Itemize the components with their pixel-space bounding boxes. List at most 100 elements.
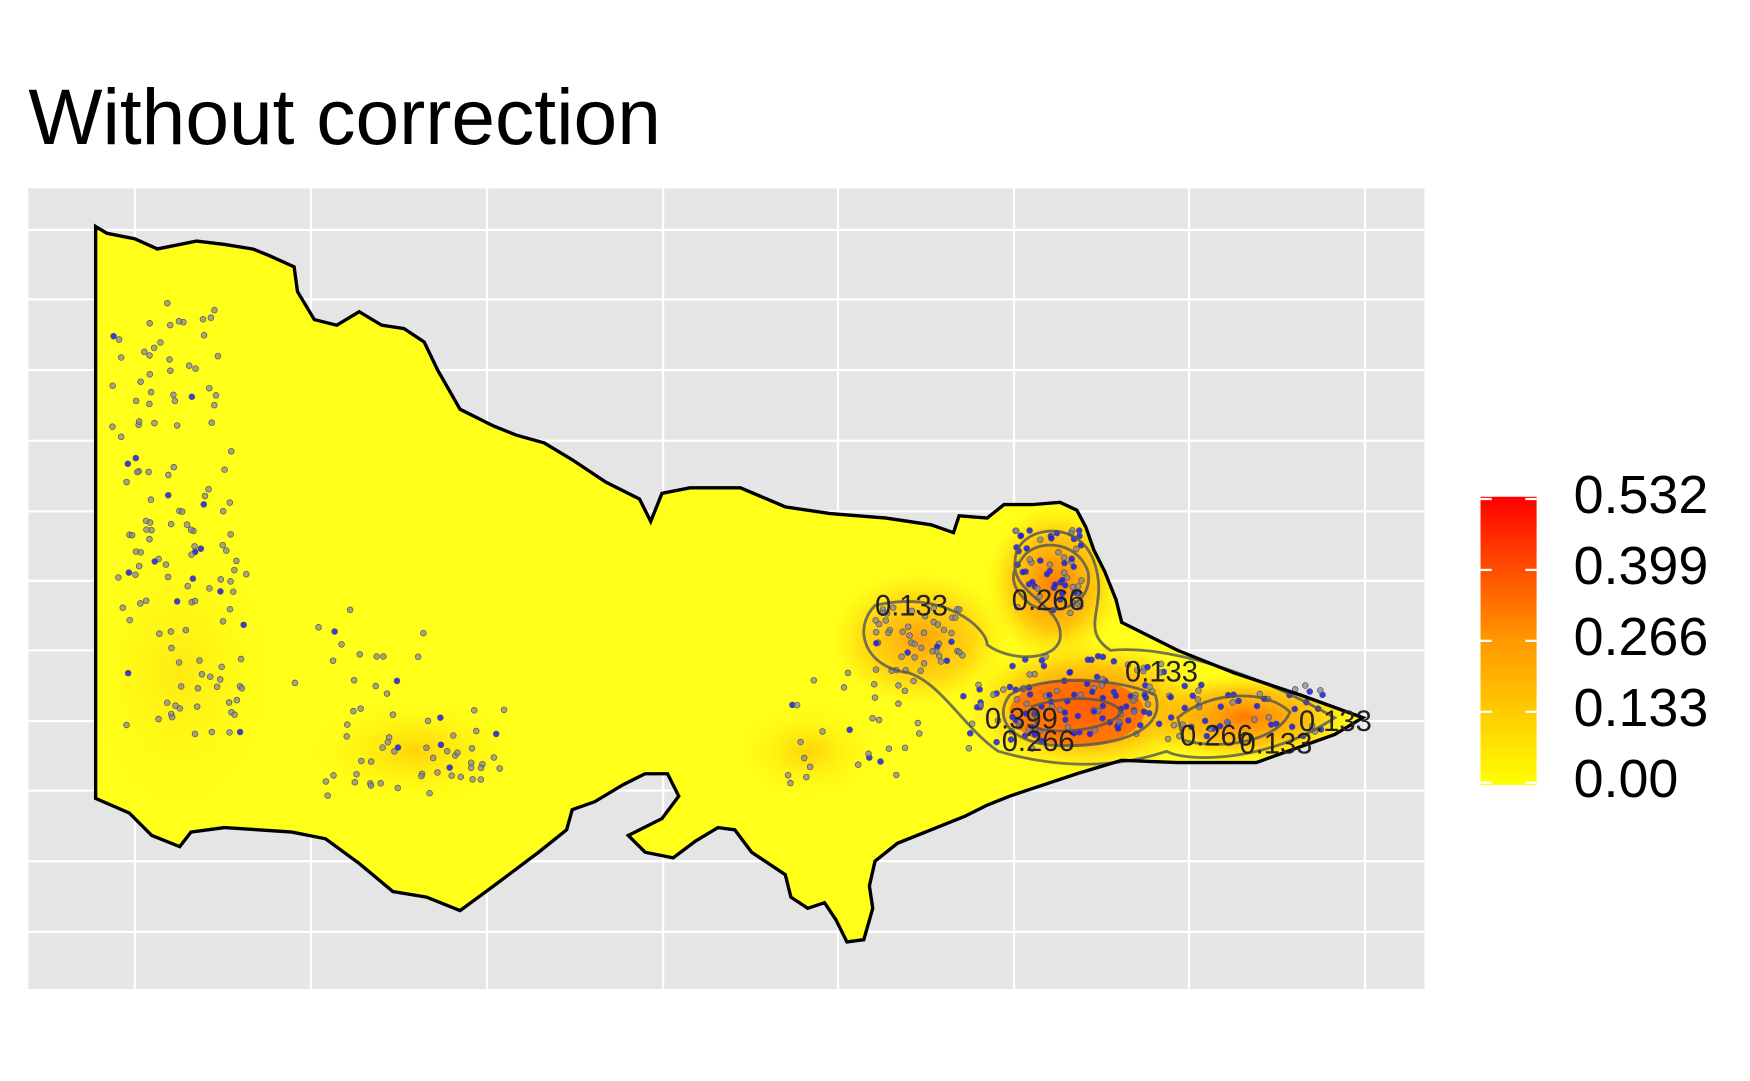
observation: [146, 519, 154, 526]
observation: [353, 770, 360, 778]
observation: [914, 719, 922, 727]
observation: [965, 745, 973, 752]
observation: [1129, 697, 1137, 704]
observation: [164, 573, 172, 581]
observation: [1090, 708, 1098, 715]
observation: [1167, 693, 1174, 701]
observation: [1206, 725, 1214, 732]
observation: [188, 393, 196, 400]
observation: [898, 653, 905, 660]
observation: [1201, 717, 1209, 725]
observation: [1059, 576, 1066, 584]
observation: [115, 336, 123, 343]
observation: [1099, 702, 1107, 710]
observation: [800, 754, 808, 762]
observation: [330, 772, 337, 779]
observation: [213, 683, 221, 690]
observation: [1055, 549, 1062, 556]
contour-label: 0.133: [1239, 728, 1312, 760]
observation: [1023, 700, 1030, 708]
observation: [191, 730, 199, 738]
observation: [450, 732, 457, 739]
observation: [367, 782, 375, 789]
observation: [233, 696, 241, 704]
observation: [882, 617, 890, 624]
observation: [379, 744, 386, 751]
observation: [418, 772, 425, 780]
observation: [212, 392, 220, 399]
observation: [917, 667, 925, 675]
observation: [189, 575, 197, 582]
observation: [207, 673, 214, 680]
observation: [240, 621, 247, 629]
observation: [188, 551, 195, 558]
observation: [223, 547, 230, 554]
observation: [165, 471, 172, 479]
observation: [1066, 668, 1074, 676]
observation: [214, 352, 222, 360]
observation: [211, 306, 218, 314]
observation: [173, 422, 181, 429]
observation: [346, 606, 354, 614]
observation: [443, 747, 451, 755]
observation: [1073, 545, 1080, 553]
observation: [357, 705, 364, 712]
observation: [1074, 583, 1082, 590]
observation: [231, 711, 238, 718]
observation: [175, 659, 183, 666]
observation: [1110, 658, 1118, 665]
observation: [175, 318, 183, 325]
legend-label: 0.399: [1574, 536, 1709, 596]
observation: [1181, 682, 1188, 690]
observation: [457, 773, 465, 781]
observation: [1038, 657, 1046, 664]
observation: [952, 614, 959, 622]
observation: [1022, 710, 1030, 717]
observation: [901, 687, 909, 695]
observation: [1007, 736, 1015, 743]
observation: [134, 468, 141, 476]
observation: [500, 706, 508, 714]
observation: [819, 728, 826, 735]
observation: [1114, 725, 1122, 732]
observation: [219, 507, 227, 515]
observation: [151, 558, 158, 565]
observation: [1040, 662, 1048, 670]
observation: [1217, 703, 1224, 710]
observation: [242, 570, 250, 578]
observation: [143, 526, 150, 533]
observation: [943, 657, 951, 664]
observation: [226, 605, 234, 613]
observation: [1144, 701, 1152, 708]
contour-label: 0.133: [1299, 706, 1372, 738]
observation: [1051, 581, 1059, 588]
observation: [389, 711, 397, 718]
observation: [934, 621, 942, 628]
observation: [1306, 688, 1314, 695]
observation: [966, 730, 974, 737]
observation: [1013, 696, 1021, 703]
observation: [206, 585, 213, 592]
observation: [1057, 596, 1064, 603]
observation: [383, 690, 391, 697]
observation: [426, 790, 433, 797]
observation: [124, 669, 132, 677]
observation: [1061, 581, 1069, 589]
observation: [993, 738, 1000, 746]
observation: [994, 717, 1002, 724]
observation: [194, 685, 202, 692]
observation: [1122, 703, 1130, 710]
observation: [168, 644, 175, 652]
observation: [1056, 706, 1064, 713]
observation: [199, 316, 207, 323]
legend-label: 0.266: [1574, 607, 1709, 667]
observation: [109, 382, 116, 390]
legend: 0.532 0.399 0.266 0.133 0.00: [1480, 465, 1709, 809]
observation: [871, 694, 879, 701]
observation: [1189, 692, 1197, 700]
observation: [164, 299, 171, 307]
observation: [205, 384, 213, 392]
observation: [1137, 722, 1144, 729]
